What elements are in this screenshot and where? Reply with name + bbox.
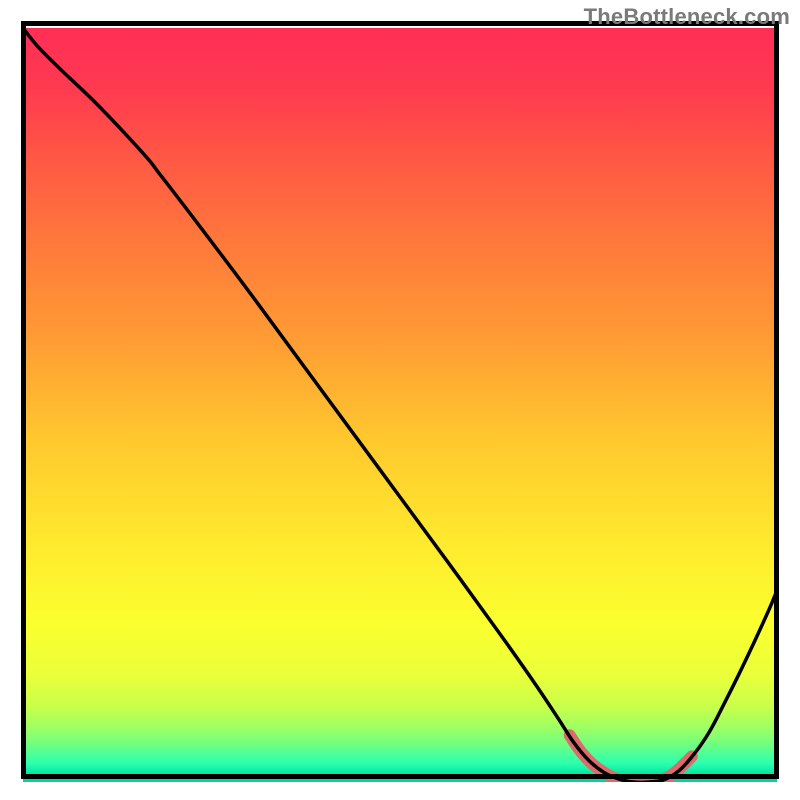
watermark-text: TheBottleneck.com bbox=[584, 4, 790, 30]
bottleneck-chart: TheBottleneck.com bbox=[0, 0, 800, 800]
gradient-background bbox=[23, 28, 777, 782]
chart-svg bbox=[0, 0, 800, 800]
